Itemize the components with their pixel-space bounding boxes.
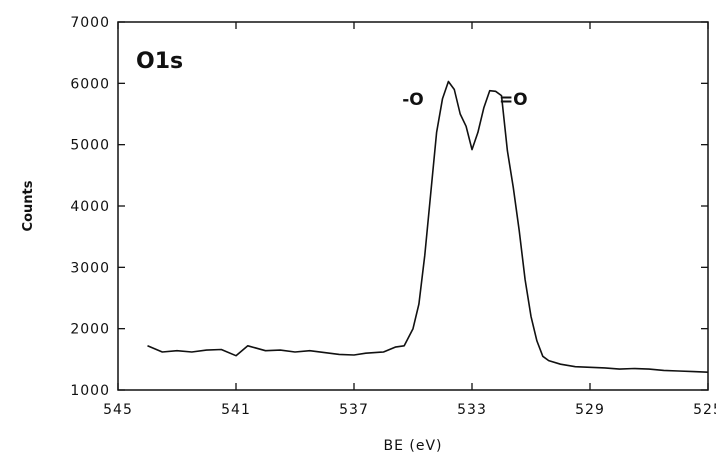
plot-frame	[117, 21, 709, 391]
peak-annotation: -O	[402, 90, 424, 110]
y-tick-label: 7000	[70, 15, 110, 31]
x-tick-label: 541	[221, 402, 251, 418]
x-tick-label: 533	[457, 402, 487, 418]
y-tick-label: 4000	[70, 199, 110, 215]
y-axis-ticks: 1000 2000 3000 4000 5000 6000 7000	[70, 15, 708, 399]
y-tick-label: 2000	[70, 322, 110, 338]
x-tick-label: 545	[103, 402, 133, 418]
chart-title: O1s	[136, 49, 183, 74]
y-tick-label: 1000	[70, 383, 110, 399]
peak-annotation: =O	[499, 90, 528, 110]
x-tick-label: 529	[575, 402, 605, 418]
x-axis-ticks: 545 541 537 533 529 525	[103, 22, 716, 418]
y-axis-label: Counts	[21, 180, 36, 231]
y-tick-label: 5000	[70, 138, 110, 154]
x-axis-label: BE (eV)	[383, 438, 442, 454]
y-tick-label: 3000	[70, 260, 110, 276]
x-tick-label: 537	[339, 402, 369, 418]
peak-annotations: -O =O	[402, 90, 527, 110]
y-tick-label: 6000	[70, 76, 110, 92]
x-tick-label: 525	[693, 402, 716, 418]
series-line	[147, 80, 709, 373]
